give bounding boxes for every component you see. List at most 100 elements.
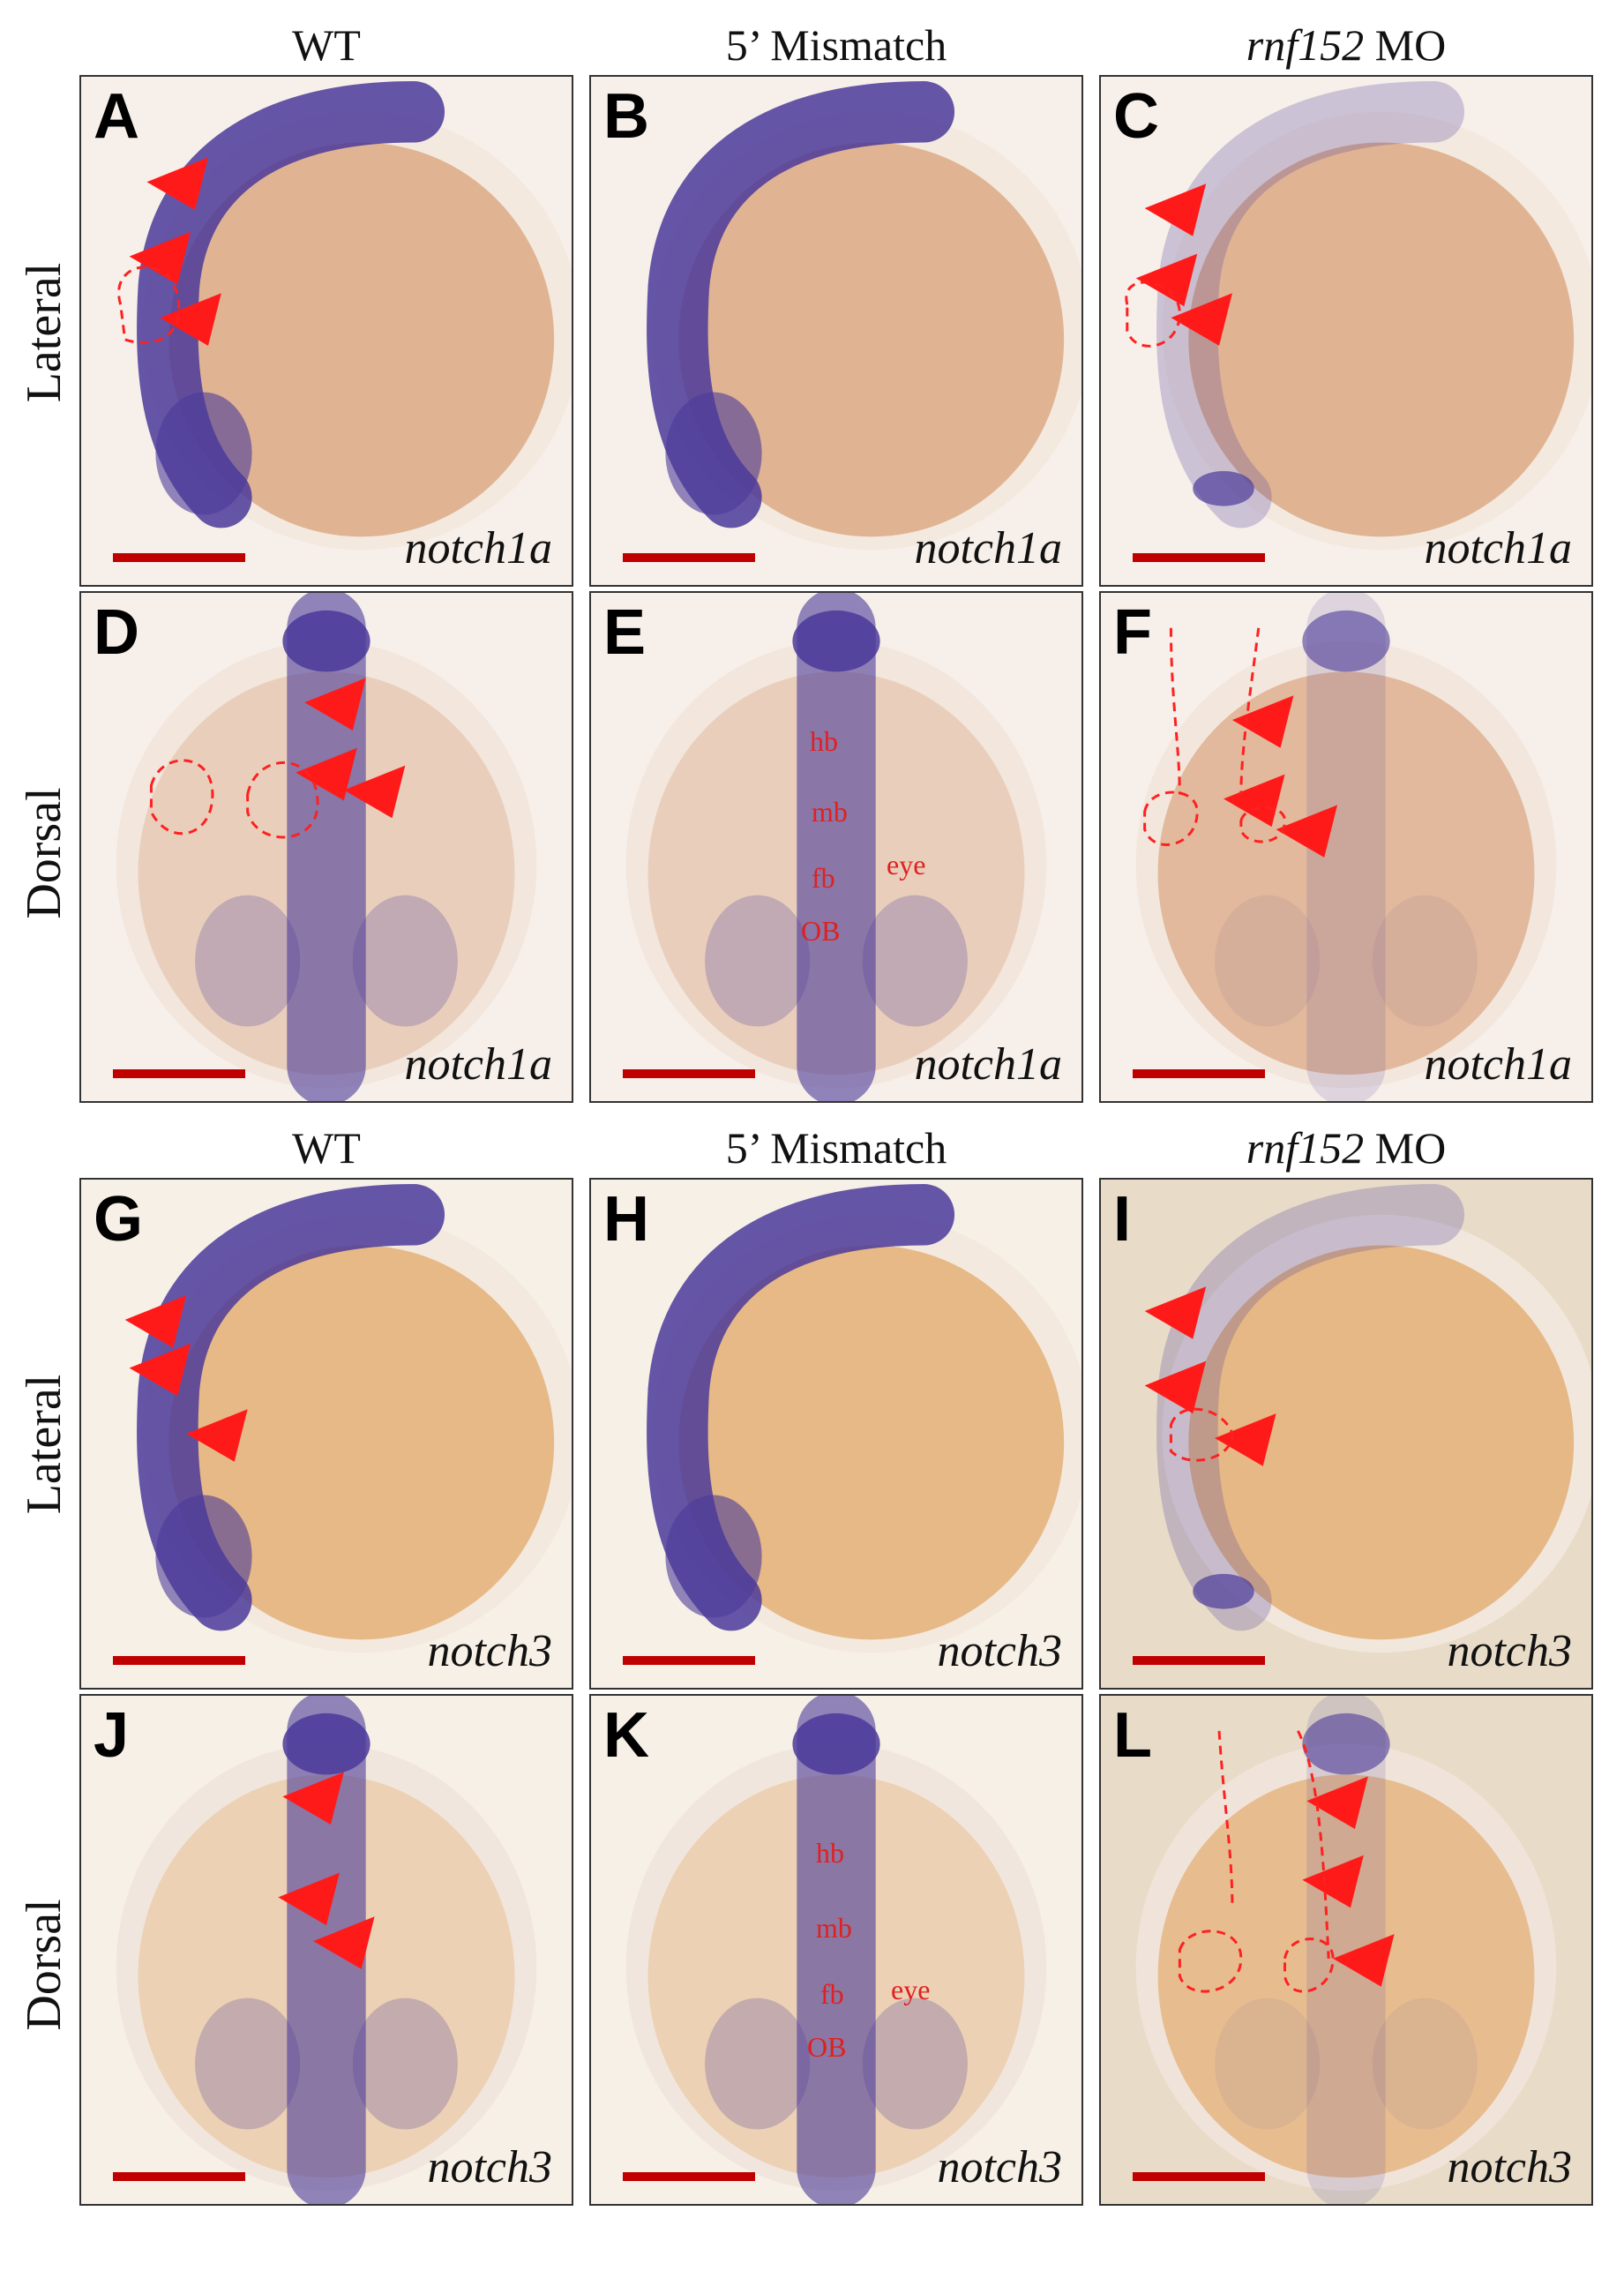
gene-label: notch1a: [1424, 1039, 1572, 1090]
mo-label: MO: [1374, 1123, 1447, 1173]
dashed-outline: [1169, 627, 1181, 795]
arrowhead-marker: [1224, 774, 1285, 828]
gene-label: notch3: [1447, 1626, 1572, 1676]
yolk: [1188, 142, 1575, 537]
gene-label: notch3: [1447, 2142, 1572, 2192]
embryo-image: [591, 593, 1081, 1101]
panel-letter: B: [603, 81, 649, 152]
eye-stain: [1215, 895, 1321, 1027]
embryo-image: [1101, 77, 1591, 585]
panel-letter: K: [603, 1700, 649, 1771]
arrowhead-marker: [1144, 1286, 1207, 1339]
arrowhead-marker: [1144, 1360, 1207, 1414]
col-header-wt-bottom: WT: [292, 1123, 361, 1173]
yolk: [1188, 1245, 1575, 1640]
scale-bar: [623, 2172, 755, 2181]
arrowhead-marker: [313, 1916, 375, 1969]
arrowhead-marker: [160, 293, 221, 346]
dashed-outline: [117, 266, 181, 344]
anatomy-label-ob: OB: [801, 915, 841, 947]
anatomy-label-mb: mb: [812, 796, 848, 828]
arrowhead-marker: [1171, 293, 1232, 346]
dashed-outline: [1239, 627, 1261, 795]
head-stain: [282, 610, 370, 672]
row-label-dorsal-1: Dorsal: [17, 787, 71, 919]
scale-bar: [1133, 1069, 1265, 1078]
arrowhead-marker: [1302, 1855, 1364, 1908]
gene-name: rnf152: [1246, 1123, 1365, 1173]
embryo-image: [81, 77, 572, 585]
panel-letter: L: [1113, 1700, 1152, 1771]
gene-label: notch3: [937, 1626, 1062, 1676]
arrowhead-marker: [1333, 1934, 1395, 1987]
embryo-image: [1101, 593, 1591, 1101]
eye-stain: [352, 1997, 458, 2130]
gene-label: notch1a: [404, 523, 552, 573]
arrowhead-marker: [186, 1409, 248, 1462]
yolk: [678, 1245, 1065, 1640]
arrowhead-marker: [304, 678, 366, 731]
arrowhead-marker: [343, 765, 406, 819]
anatomy-label-ob: OB: [807, 2031, 847, 2063]
col-header-mismatch-top: 5’ Mismatch: [725, 20, 947, 70]
anatomy-label-hb: hb: [810, 725, 838, 757]
panel-letter: I: [1113, 1184, 1132, 1255]
eye-stain: [1372, 895, 1478, 1027]
arrowhead-marker: [1231, 695, 1294, 748]
anatomy-label-hb: hb: [816, 1837, 844, 1869]
row-label-lateral-2: Lateral: [17, 1374, 71, 1515]
dashed-outline: [149, 759, 214, 836]
eye-stain: [1372, 1997, 1478, 2130]
embryo-image: [591, 1696, 1081, 2204]
arrowhead-marker: [129, 1343, 191, 1397]
eye-stain: [195, 895, 301, 1027]
gene-name: rnf152: [1246, 20, 1365, 70]
head-stain: [155, 1495, 252, 1618]
anatomy-label-eye: eye: [887, 849, 926, 881]
eye-stain: [705, 1997, 811, 2130]
head-stain: [1302, 610, 1390, 672]
head-stain: [665, 1495, 762, 1618]
embryo-image: [1101, 1180, 1591, 1688]
embryo-image: [81, 593, 572, 1101]
yolk: [1157, 671, 1535, 1076]
dashed-outline: [1143, 791, 1199, 846]
scale-bar: [113, 1069, 245, 1078]
dashed-outline: [1169, 1407, 1234, 1462]
head-stain: [665, 392, 762, 515]
arrowhead-marker: [282, 1772, 344, 1825]
gene-label: notch1a: [914, 523, 1062, 573]
head-stain: [155, 392, 252, 515]
dashed-outline: [1217, 1730, 1234, 1907]
arrowhead-marker: [1135, 253, 1198, 307]
arrowhead-marker: [1215, 1413, 1276, 1466]
eye-stain: [862, 1997, 968, 2130]
arrowhead-marker: [1276, 805, 1338, 858]
arrowhead-marker: [1144, 184, 1207, 236]
arrowhead-marker: [278, 1872, 340, 1926]
head-stain: [1193, 1573, 1254, 1609]
gene-label: notch3: [427, 2142, 552, 2192]
dashed-outline: [1297, 1730, 1330, 1960]
scale-bar: [113, 553, 245, 562]
scale-bar: [623, 553, 755, 562]
head-stain: [282, 1713, 370, 1775]
arrowhead-marker: [129, 231, 191, 285]
anatomy-label-fb: fb: [812, 862, 835, 894]
col-header-rnf152-top: rnf152 MO: [1099, 19, 1593, 71]
gene-label: notch1a: [404, 1039, 552, 1090]
head-stain: [792, 1713, 880, 1775]
arrowhead-marker: [146, 157, 208, 210]
eye-stain: [352, 895, 458, 1027]
eye-stain: [705, 895, 811, 1027]
